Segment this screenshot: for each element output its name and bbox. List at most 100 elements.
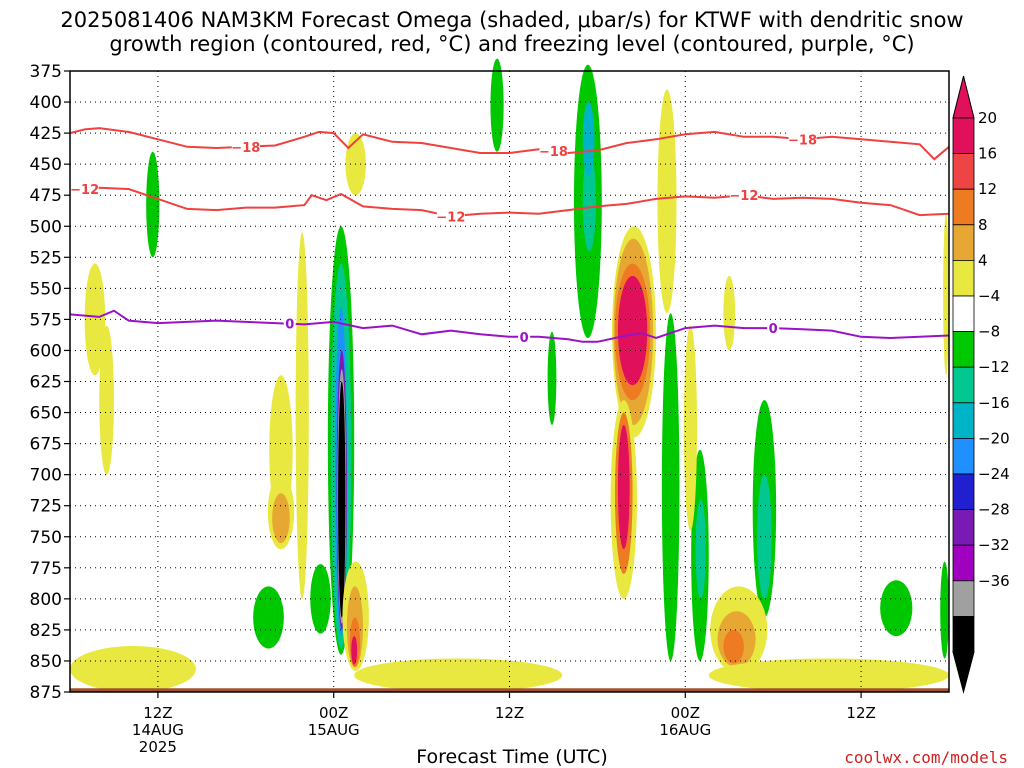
contour-label: −18 (539, 145, 568, 160)
contour-line--18 (69, 127, 950, 161)
contour-label: −12 (729, 189, 758, 204)
omega-region-34 (723, 629, 744, 664)
ground-strip (70, 688, 949, 692)
omega-region-38 (84, 263, 106, 376)
y-tick-label: 675 (30, 435, 62, 455)
y-tick-label: 850 (30, 652, 62, 672)
y-tick-label: 825 (30, 621, 62, 641)
colorbar-swatch (952, 224, 975, 261)
omega-region-20 (940, 561, 949, 659)
y-tick-label: 550 (30, 279, 62, 299)
omega-region-47 (723, 275, 736, 351)
omega-region-3 (582, 151, 596, 252)
contour-line--12 (69, 186, 950, 218)
colorbar-label: −16 (978, 394, 1010, 412)
y-tick-label: 575 (30, 310, 62, 330)
contour-lines (69, 127, 950, 343)
axes: 375 400 425 450 475 500 525 550 575 600 625 650 675 7… (30, 62, 950, 756)
ground-rect (70, 688, 949, 692)
colorbar-swatch (952, 580, 975, 617)
colorbar-label: −28 (978, 501, 1010, 519)
colorbar-label: −36 (978, 572, 1010, 590)
x-tick-label: 2025 (139, 738, 177, 756)
x-tick-label: 00Z (671, 704, 700, 722)
x-tick-label: 00Z (319, 704, 348, 722)
chart-title-line2: growth region (contoured, red, °C) and f… (109, 32, 915, 56)
omega-region-4 (582, 102, 595, 177)
credit-text[interactable]: coolwx.com/models (844, 748, 1008, 767)
omega-region-37 (708, 658, 949, 692)
colorbar-label: 16 (978, 145, 997, 163)
colorbar-label: 12 (978, 180, 997, 198)
omega-region-41 (295, 232, 309, 599)
x-tick-label: 15AUG (308, 721, 360, 739)
contour-label: −12 (436, 210, 465, 225)
x-tick-label: 12Z (846, 704, 875, 722)
y-tick-label: 875 (30, 683, 62, 703)
colorbar-label: 20 (978, 109, 997, 127)
y-tick-label: 450 (30, 155, 62, 175)
omega-region-43 (272, 493, 290, 543)
omega-shading (70, 58, 949, 692)
colorbar-label: −4 (978, 287, 1000, 305)
contour-label-bg (518, 329, 531, 344)
omega-region-19 (880, 580, 913, 637)
colorbar-swatch (952, 544, 975, 582)
colorbar-swatch (952, 616, 975, 653)
colorbar-label: −12 (978, 358, 1010, 376)
colorbar-swatch (952, 331, 975, 368)
omega-region-45 (657, 89, 677, 314)
contour-label-bg (729, 188, 758, 203)
omega-region-13 (547, 331, 557, 425)
omega-region-48 (943, 213, 949, 376)
omega-region-24 (351, 636, 358, 665)
omega-region-1 (490, 58, 504, 152)
colorbar-label: −8 (978, 323, 1000, 341)
colorbar-bottom-arrow (952, 651, 975, 694)
colorbar-label: 4 (978, 251, 988, 269)
colorbar-label: −24 (978, 465, 1010, 483)
omega-region-39 (99, 325, 114, 475)
y-tick-label: 600 (30, 341, 62, 361)
colorbar: 20 16 12 8 4 −4 −8 −12 −16 −20 −24 −28 −32 −36 (952, 75, 1010, 694)
colorbar-label: 8 (978, 216, 988, 234)
omega-region-18 (757, 474, 772, 599)
colorbar-swatch (952, 188, 975, 226)
colorbar-top-arrow (952, 75, 975, 119)
contour-label: 0 (285, 318, 294, 333)
contour-label-bg (283, 316, 296, 331)
y-tick-label: 750 (30, 528, 62, 548)
colorbar-swatch (952, 295, 975, 332)
colorbar-swatch (952, 509, 975, 546)
omega-region-10 (338, 381, 346, 618)
chart-title: 2025081406 NAM3KM Forecast Omega (shaded… (60, 8, 964, 32)
y-tick-label: 525 (30, 248, 62, 268)
contour-label-bg (436, 209, 465, 224)
omega-region-11 (253, 586, 284, 649)
x-tick-label: 12Z (143, 704, 172, 722)
omega-region-0 (146, 151, 160, 258)
colorbar-label: −32 (978, 536, 1010, 554)
omega-region-14 (661, 313, 680, 661)
x-tick-label: 12Z (495, 704, 524, 722)
x-tick-label: 16AUG (659, 721, 711, 739)
colorbar-label: −20 (978, 429, 1010, 447)
colorbar-swatch (952, 259, 975, 297)
x-axis-title: Forecast Time (UTC) (416, 746, 608, 768)
y-tick-label: 475 (30, 186, 62, 206)
colorbar-swatch (952, 117, 975, 154)
y-tick-label: 425 (30, 124, 62, 144)
grid (70, 70, 949, 693)
y-tick-label: 375 (30, 62, 62, 82)
contour-label-bg (70, 181, 99, 196)
omega-region-36 (354, 658, 563, 692)
x-tick-label: 14AUG (132, 721, 184, 739)
contour-label-bg (788, 132, 817, 147)
contour-label-bg (231, 139, 260, 154)
y-tick-label: 625 (30, 373, 62, 393)
omega-region-46 (683, 325, 698, 531)
y-tick-label: 500 (30, 217, 62, 237)
y-tick-label: 400 (30, 93, 62, 113)
contour-label-bg (767, 321, 780, 336)
